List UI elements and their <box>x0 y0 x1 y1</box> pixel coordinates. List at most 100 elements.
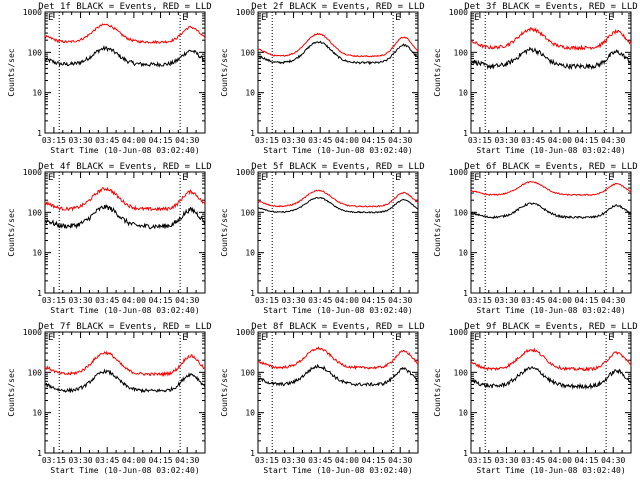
plot-frame <box>44 11 206 134</box>
x-tick-label: 03:15 <box>42 456 66 465</box>
marker-e-left: E <box>261 333 266 343</box>
x-tick-label: 04:30 <box>388 296 412 305</box>
y-tick-label: 1 <box>250 289 255 298</box>
x-tick-label: 04:30 <box>388 136 412 145</box>
marker-e-right: E <box>182 13 187 23</box>
x-tick-label: 03:45 <box>521 456 545 465</box>
marker-e-right: E <box>608 173 613 183</box>
marker-e-right: E <box>395 333 400 343</box>
marker-e-right: E <box>395 173 400 183</box>
chart-title: Det 1f BLACK = Events, RED = LLD <box>38 2 211 12</box>
events-series-line <box>257 40 419 66</box>
y-tick-label: 10 <box>32 409 42 418</box>
plot-frame <box>470 331 632 454</box>
y-tick-label: 1 <box>37 449 42 458</box>
y-tick-label: 1000 <box>449 168 468 177</box>
x-tick-label: 03:45 <box>521 136 545 145</box>
y-axis-label: Counts/sec <box>7 48 16 96</box>
y-tick-label: 1 <box>463 129 468 138</box>
x-tick-label: 04:30 <box>388 456 412 465</box>
marker-e-right: E <box>182 333 187 343</box>
y-axis-label: Counts/sec <box>433 208 442 256</box>
y-tick-label: 100 <box>454 48 469 57</box>
x-axis-label: Start Time (10-Jun-08 03:02:40) <box>476 306 625 315</box>
y-tick-label: 100 <box>28 208 43 217</box>
chart-title: Det 3f BLACK = Events, RED = LLD <box>464 2 637 12</box>
y-axis-label: Counts/sec <box>433 368 442 416</box>
plot-frame <box>470 171 632 294</box>
x-tick-label: 04:00 <box>335 136 359 145</box>
x-tick-label: 03:15 <box>255 136 279 145</box>
x-tick-label: 03:30 <box>69 296 93 305</box>
lld-series-line <box>470 27 632 51</box>
y-tick-label: 100 <box>241 48 256 57</box>
y-tick-label: 10 <box>458 89 468 98</box>
x-tick-label: 03:45 <box>95 296 119 305</box>
lld-series-line <box>257 346 419 371</box>
marker-e-left: E <box>474 333 479 343</box>
detector-chart-5: Det 5f BLACK = Events, RED = LLD 1 10 100 10… <box>220 162 425 315</box>
x-tick-label: 03:30 <box>495 136 519 145</box>
events-series-line <box>258 196 419 214</box>
x-tick-label: 03:45 <box>95 136 119 145</box>
detector-chart-8: Det 8f BLACK = Events, RED = LLD 1 10 100 10… <box>220 322 425 475</box>
x-tick-label: 03:30 <box>282 296 306 305</box>
chart-title: Det 6f BLACK = Events, RED = LLD <box>464 162 637 172</box>
x-tick-label: 04:15 <box>575 136 599 145</box>
x-tick-label: 03:15 <box>255 456 279 465</box>
x-axis-label: Start Time (10-Jun-08 03:02:40) <box>263 146 412 155</box>
x-tick-label: 04:30 <box>601 136 625 145</box>
y-tick-label: 100 <box>454 368 469 377</box>
x-tick-label: 04:30 <box>175 136 199 145</box>
x-tick-label: 04:30 <box>601 296 625 305</box>
plot-frame <box>44 171 206 294</box>
plot-frame <box>257 331 419 454</box>
marker-e-left: E <box>48 173 53 183</box>
x-tick-label: 04:00 <box>548 296 572 305</box>
x-tick-label: 04:15 <box>575 456 599 465</box>
events-series-line <box>44 44 206 68</box>
y-tick-label: 1000 <box>449 8 468 17</box>
events-series-line <box>45 368 206 394</box>
y-axis-label: Counts/sec <box>220 368 229 416</box>
y-tick-label: 100 <box>241 208 256 217</box>
marker-e-right: E <box>608 333 613 343</box>
y-tick-label: 10 <box>32 249 42 258</box>
y-tick-label: 1 <box>250 129 255 138</box>
x-tick-label: 04:15 <box>149 296 173 305</box>
y-tick-label: 100 <box>28 48 43 57</box>
x-tick-label: 03:30 <box>282 456 306 465</box>
chart-title: Det 5f BLACK = Events, RED = LLD <box>251 162 424 172</box>
y-axis-label: Counts/sec <box>433 48 442 96</box>
marker-e-left: E <box>261 173 266 183</box>
x-axis-label: Start Time (10-Jun-08 03:02:40) <box>263 306 412 315</box>
x-tick-label: 04:00 <box>548 136 572 145</box>
x-tick-label: 03:30 <box>69 136 93 145</box>
y-axis-label: Counts/sec <box>220 48 229 96</box>
detector-chart-6: Det 6f BLACK = Events, RED = LLD 1 10 100 10… <box>433 162 638 315</box>
x-tick-label: 03:30 <box>282 136 306 145</box>
chart-title: Det 8f BLACK = Events, RED = LLD <box>251 322 424 332</box>
x-tick-label: 03:45 <box>308 296 332 305</box>
x-axis-label: Start Time (10-Jun-08 03:02:40) <box>263 466 412 475</box>
y-tick-label: 10 <box>458 249 468 258</box>
chart-title: Det 4f BLACK = Events, RED = LLD <box>38 162 211 172</box>
x-tick-label: 04:15 <box>362 136 386 145</box>
y-tick-label: 100 <box>241 368 256 377</box>
detector-chart-9: Det 9f BLACK = Events, RED = LLD 1 10 100 10… <box>433 322 638 475</box>
y-tick-label: 1000 <box>23 8 42 17</box>
y-axis-label: Counts/sec <box>7 208 16 256</box>
marker-e-right: E <box>395 13 400 23</box>
plot-frame <box>44 331 206 454</box>
marker-e-right: E <box>608 13 613 23</box>
events-series-line <box>257 363 418 387</box>
y-tick-label: 1000 <box>23 168 42 177</box>
x-tick-label: 03:30 <box>495 456 519 465</box>
lld-series-line <box>470 180 632 197</box>
x-tick-label: 03:45 <box>308 136 332 145</box>
x-axis-label: Start Time (10-Jun-08 03:02:40) <box>476 146 625 155</box>
x-tick-label: 04:00 <box>122 136 146 145</box>
marker-e-left: E <box>48 333 53 343</box>
events-series-line <box>470 46 632 71</box>
